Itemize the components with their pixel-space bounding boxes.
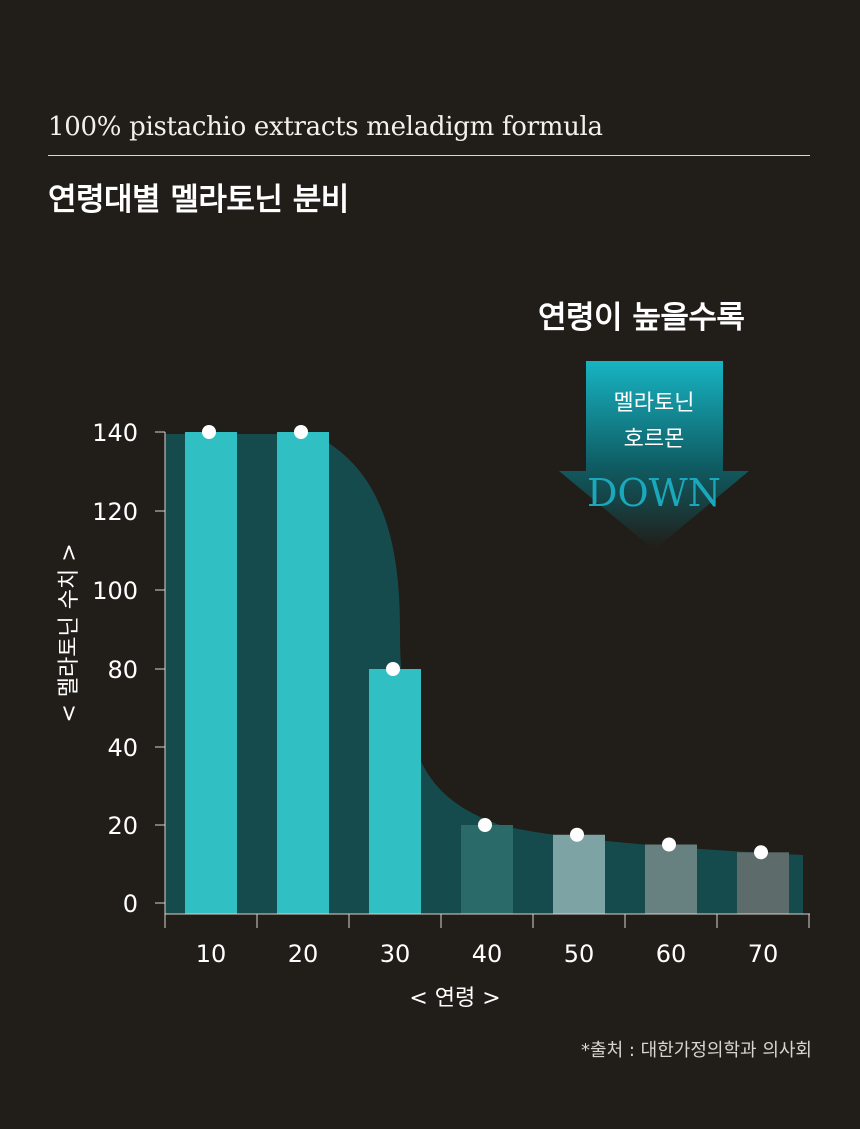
- x-tick-labels: 10 20 30 40 50 60 70: [196, 940, 779, 968]
- value-dot-60: [662, 837, 676, 852]
- x-tick-label-10: 10: [196, 940, 227, 968]
- value-dot-40: [478, 818, 492, 832]
- down-arrow-callout: 멜라토닌 호르몬 DOWN: [559, 361, 749, 550]
- value-dots-group: [202, 425, 768, 860]
- callout-heading: 연령이 높을수록: [538, 300, 745, 336]
- y-tick-label-120: 120: [92, 498, 138, 526]
- bar-10: [185, 432, 237, 914]
- chart-subtitle: 100% pistachio extracts meladigm formula: [48, 112, 603, 142]
- bars-group: [185, 432, 789, 914]
- x-tick-marks: [164, 914, 810, 928]
- value-dot-30: [386, 662, 400, 676]
- y-tick-label-0: 0: [123, 890, 138, 918]
- value-dot-50: [570, 827, 584, 842]
- y-tick-label-40: 40: [107, 734, 138, 762]
- down-arrow-shape: [559, 361, 749, 550]
- x-tick-label-60: 60: [656, 940, 687, 968]
- bar-50: [553, 834, 605, 914]
- y-tick-marks: [155, 431, 165, 904]
- bar-70: [737, 852, 789, 914]
- x-axis-label: < 연령 >: [409, 986, 500, 1011]
- value-dot-70: [754, 845, 768, 860]
- y-tick-label-20: 20: [107, 812, 138, 840]
- x-tick-label-70: 70: [748, 940, 779, 968]
- y-tick-label-100: 100: [92, 577, 138, 605]
- x-tick-label-30: 30: [380, 940, 411, 968]
- bar-30: [369, 669, 421, 914]
- bar-60: [645, 844, 697, 914]
- arrow-text-line2: 호르몬: [624, 427, 685, 452]
- value-dot-10: [202, 425, 216, 439]
- y-axis-label: < 멜라토닌 수치 >: [57, 543, 82, 722]
- arrow-text-line1: 멜라토닌: [614, 391, 695, 416]
- value-dot-20: [294, 425, 308, 439]
- arrow-text-down: DOWN: [587, 471, 721, 515]
- x-tick-label-20: 20: [288, 940, 319, 968]
- y-tick-label-140: 140: [92, 419, 138, 447]
- y-tick-labels: 0 20 40 80 100 120 140: [92, 419, 138, 918]
- bar-40: [461, 825, 513, 914]
- x-tick-label-40: 40: [472, 940, 503, 968]
- chart-title: 연령대별 멜라토닌 분비: [48, 182, 349, 218]
- header-divider: [48, 155, 810, 156]
- x-tick-label-50: 50: [564, 940, 595, 968]
- source-note: *출처 : 대한가정의학과 의사회: [581, 1040, 812, 1061]
- y-tick-label-80: 80: [107, 656, 138, 684]
- bar-20: [277, 432, 329, 914]
